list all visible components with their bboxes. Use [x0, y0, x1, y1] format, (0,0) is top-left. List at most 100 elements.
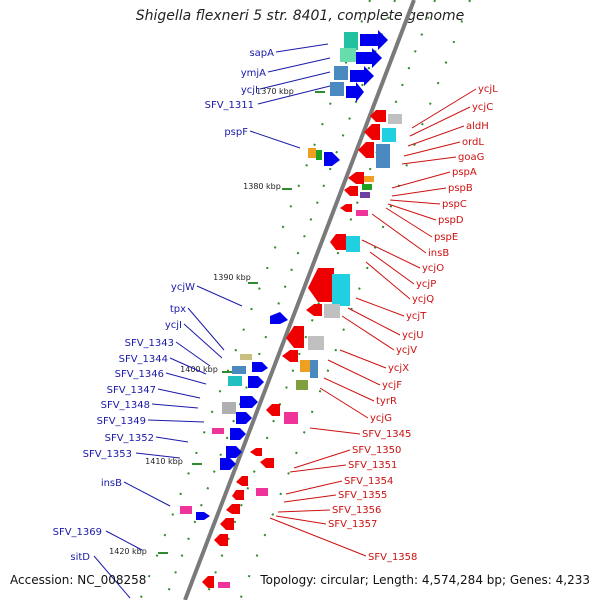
gene-label[interactable]: pspE	[434, 232, 458, 243]
gene-label[interactable]: ycjQ	[412, 294, 434, 305]
tick-label: 1370 kbp	[256, 87, 294, 96]
left-gene-labels: sapA ymjA ycjI SFV_1311 pspF ycjW tpx yc…	[53, 48, 275, 563]
gene-arrow	[356, 48, 382, 68]
gene-arrow	[270, 312, 288, 324]
gene-label[interactable]: ycjI	[241, 85, 258, 96]
gene-arrow	[306, 304, 322, 316]
right-gene-labels: ycjL ycjC aldH ordL goaG pspA pspB pspC …	[328, 84, 498, 563]
gene-label[interactable]: ycjV	[396, 345, 417, 356]
gene-label[interactable]: ycjT	[406, 311, 427, 322]
gene-arrow	[196, 512, 210, 520]
gene-label[interactable]: ymjA	[241, 68, 266, 79]
gene-label[interactable]: ycjW	[171, 282, 195, 293]
gene-arrow	[202, 576, 214, 588]
gene-label[interactable]: SFV_1353	[83, 449, 132, 460]
gene-arrow	[266, 404, 280, 416]
tick-label: 1400 kbp	[180, 365, 218, 374]
gene-arrow	[214, 534, 228, 546]
gene-label[interactable]: SFV_1347	[107, 385, 156, 396]
gene-label[interactable]: ycjC	[472, 102, 493, 113]
gene-label[interactable]: pspC	[442, 199, 467, 210]
gene-label[interactable]: SFV_1348	[101, 400, 150, 411]
gene-arrow	[250, 448, 262, 456]
gene-label[interactable]: insB	[101, 478, 122, 489]
gene-label[interactable]: SFV_1343	[125, 338, 174, 349]
gene-arrow	[340, 204, 352, 212]
gene-arrow	[344, 186, 358, 196]
gene-arrow	[348, 172, 364, 184]
tick-labels: 1370 kbp 1380 kbp 1390 kbp 1400 kbp 1410…	[109, 87, 325, 556]
gene-arrow	[358, 142, 374, 158]
gene-label[interactable]: SFV_1351	[348, 460, 397, 471]
gene-label[interactable]: SFV_1357	[328, 519, 377, 530]
right-leader-lines	[269, 88, 477, 557]
tick-label: 1420 kbp	[109, 547, 147, 556]
gene-arrow	[286, 326, 304, 348]
gene-arrow	[252, 362, 268, 372]
gene-arrow	[230, 428, 246, 440]
gene-label[interactable]: SFV_1311	[205, 100, 254, 111]
gene-label[interactable]: ycjO	[422, 263, 444, 274]
gene-label[interactable]: insB	[428, 248, 449, 259]
gene-label[interactable]: SFV_1345	[362, 429, 411, 440]
gene-arrow	[240, 396, 258, 408]
gene-arrow	[236, 476, 248, 486]
gene-label[interactable]: pspF	[224, 127, 248, 138]
gene-label[interactable]: tpx	[170, 304, 186, 315]
accession-label: Accession: NC_008258	[10, 573, 147, 587]
topology-label: Topology: circular; Length: 4,574,284 bp…	[260, 573, 590, 587]
tick-label: 1410 kbp	[145, 457, 183, 466]
gene-label[interactable]: sapA	[249, 48, 274, 59]
gene-label[interactable]: SFV_1349	[97, 416, 146, 427]
gene-label[interactable]: SFV_1354	[344, 476, 393, 487]
gene-arrow	[370, 110, 386, 122]
gene-label[interactable]: SFV_1358	[368, 552, 417, 563]
gene-arrow	[360, 30, 388, 50]
gene-label[interactable]: SFV_1350	[352, 445, 401, 456]
gene-label[interactable]: ycjU	[402, 330, 424, 341]
gene-label[interactable]: SFV_1352	[105, 433, 154, 444]
gene-label[interactable]: aldH	[466, 121, 489, 132]
gene-arrow	[232, 490, 244, 500]
gene-label[interactable]: SFV_1355	[338, 490, 387, 501]
gene-arrow	[324, 152, 340, 166]
gene-arrow	[226, 504, 240, 514]
left-leader-lines	[93, 43, 331, 599]
gene-label[interactable]: SFV_1344	[119, 354, 168, 365]
tick-label: 1380 kbp	[243, 182, 281, 191]
gene-arrow	[308, 268, 334, 302]
map-title: Shigella flexneri 5 str. 8401, complete …	[135, 8, 465, 24]
gene-label[interactable]: ycjX	[388, 363, 409, 374]
forward-boxes	[180, 32, 358, 514]
gene-arrow	[364, 124, 380, 140]
gene-arrow	[220, 458, 236, 470]
gene-label[interactable]: SFV_1369	[53, 527, 102, 538]
tick-label: 1390 kbp	[213, 273, 251, 282]
genome-backbone	[183, 0, 416, 600]
gene-label[interactable]: SFV_1356	[332, 505, 381, 516]
gene-label[interactable]: tyrR	[376, 396, 397, 407]
gene-arrow	[236, 412, 252, 424]
gene-label[interactable]: ycjF	[382, 380, 402, 391]
gene-label[interactable]: goaG	[458, 152, 484, 163]
gene-arrow	[226, 446, 242, 458]
forward-features	[196, 30, 388, 520]
gene-label[interactable]: ycjP	[416, 279, 436, 290]
gene-label[interactable]: ycjG	[370, 413, 392, 424]
gene-label[interactable]: ordL	[462, 137, 484, 148]
reverse-features	[202, 110, 386, 588]
gene-label[interactable]: sitD	[70, 552, 90, 563]
gene-arrow	[220, 518, 234, 530]
gene-arrow	[346, 82, 364, 102]
gene-label[interactable]: ycjI	[165, 320, 182, 331]
gene-label[interactable]: pspA	[452, 167, 477, 178]
gene-arrow	[248, 376, 264, 388]
gene-label[interactable]: ycjL	[478, 84, 498, 95]
gene-arrow	[350, 66, 374, 86]
gene-label[interactable]: pspB	[448, 183, 473, 194]
gene-label[interactable]: pspD	[438, 215, 464, 226]
reverse-boxes	[218, 114, 402, 588]
gene-arrow	[330, 234, 346, 250]
gene-label[interactable]: SFV_1346	[115, 369, 164, 380]
